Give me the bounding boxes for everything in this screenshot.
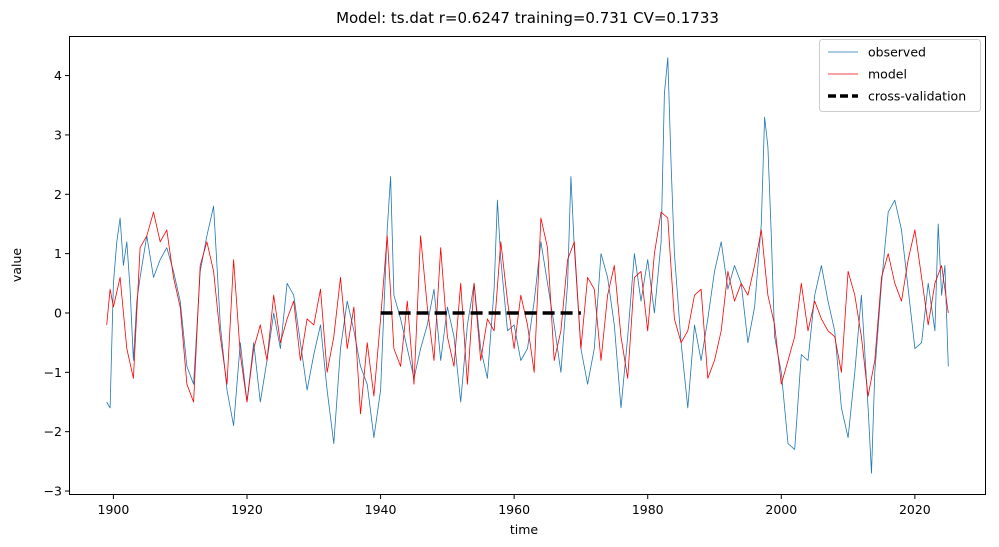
x-tick-label: 1900	[98, 502, 130, 517]
legend-label-cross-validation: cross-validation	[868, 89, 966, 104]
plot-lines	[106, 57, 949, 474]
legend: observed model cross-validation	[819, 39, 981, 112]
y-tick-label: 4	[54, 68, 62, 83]
chart-title: Model: ts.dat r=0.6247 training=0.731 CV…	[336, 9, 719, 27]
legend-label-model: model	[868, 67, 907, 82]
y-tick-label: 2	[54, 187, 62, 202]
x-tick-label: 2000	[765, 502, 797, 517]
y-tick-label: 0	[54, 305, 62, 320]
y-tick-label: −1	[44, 365, 62, 380]
x-tick-label: 1960	[498, 502, 530, 517]
x-axis: 1900 1920 1940 1960 1980 2000 2020	[98, 494, 931, 517]
series-line-observed	[106, 57, 949, 474]
x-tick-label: 2020	[899, 502, 931, 517]
series-line-model	[106, 211, 949, 415]
x-tick-label: 1940	[365, 502, 397, 517]
legend-label-observed: observed	[868, 45, 926, 60]
plot-frame	[69, 36, 986, 495]
y-tick-label: 1	[54, 246, 62, 261]
x-tick-label: 1980	[632, 502, 664, 517]
x-axis-label: time	[510, 522, 539, 537]
y-tick-label: −3	[44, 484, 62, 499]
y-axis: −3 −2 −1 0 1 2 3 4	[44, 68, 70, 499]
legend-box	[819, 39, 981, 112]
y-tick-label: −2	[44, 424, 62, 439]
y-tick-label: 3	[54, 127, 62, 142]
y-axis-label: value	[9, 248, 24, 282]
x-tick-label: 1920	[231, 502, 263, 517]
